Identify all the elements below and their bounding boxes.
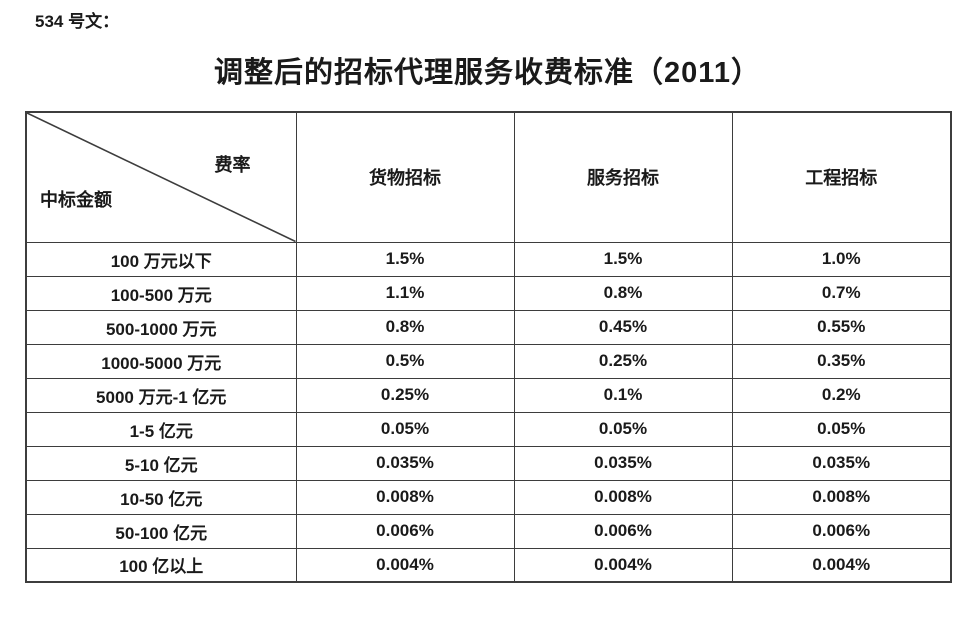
amount-range-cell: 1000-5000 万元: [25, 343, 297, 379]
table-row: 10-50 亿元 0.008% 0.008% 0.008%: [25, 479, 952, 515]
column-header-engineering-bidding: 工程招标: [731, 111, 952, 243]
rate-cell-engineering: 0.05%: [731, 411, 952, 447]
rate-cell-goods: 0.05%: [295, 411, 515, 447]
amount-range-cell: 100 万元以下: [25, 241, 297, 277]
corner-label-bid-amount: 中标金额: [40, 189, 112, 210]
rate-cell-services: 0.45%: [513, 309, 733, 345]
rate-cell-goods: 0.25%: [295, 377, 515, 413]
rate-cell-engineering: 1.0%: [731, 241, 952, 277]
corner-header-cell: 费率 中标金额: [25, 111, 297, 243]
rate-cell-engineering: 0.2%: [731, 377, 952, 413]
doc-number-label: 534 号文：: [35, 12, 120, 31]
table-row: 100 亿以上 0.004% 0.004% 0.004%: [25, 547, 952, 583]
rate-cell-goods: 0.5%: [295, 343, 515, 379]
rate-cell-engineering: 0.7%: [731, 275, 952, 311]
rate-cell-engineering: 0.35%: [731, 343, 952, 379]
table-row: 1-5 亿元 0.05% 0.05% 0.05%: [25, 411, 952, 447]
rate-cell-goods: 0.004%: [295, 547, 515, 583]
amount-range-cell: 100 亿以上: [25, 547, 297, 583]
rate-cell-goods: 1.1%: [295, 275, 515, 311]
rate-cell-services: 0.008%: [513, 479, 733, 515]
table-row: 100-500 万元 1.1% 0.8% 0.7%: [25, 275, 952, 311]
amount-range-cell: 1-5 亿元: [25, 411, 297, 447]
amount-range-cell: 50-100 亿元: [25, 513, 297, 549]
corner-label-rate: 费率: [214, 155, 251, 175]
rate-cell-goods: 0.008%: [295, 479, 515, 515]
rate-cell-services: 0.006%: [513, 513, 733, 549]
table-row: 5000 万元-1 亿元 0.25% 0.1% 0.2%: [25, 377, 952, 413]
rate-cell-goods: 0.8%: [295, 309, 515, 345]
table-row: 5-10 亿元 0.035% 0.035% 0.035%: [25, 445, 952, 481]
column-header-goods-bidding: 货物招标: [295, 111, 515, 243]
table-row: 50-100 亿元 0.006% 0.006% 0.006%: [25, 513, 952, 549]
rate-cell-services: 0.05%: [513, 411, 733, 447]
fee-table: 费率 中标金额 货物招标 服务招标 工程招标 100 万元以下 1.5% 1.5…: [25, 111, 952, 583]
table-row: 100 万元以下 1.5% 1.5% 1.0%: [25, 241, 952, 277]
diagonal-divider-line: [27, 113, 296, 242]
rate-cell-services: 0.8%: [513, 275, 733, 311]
rate-cell-services: 0.035%: [513, 445, 733, 481]
table-row: 1000-5000 万元 0.5% 0.25% 0.35%: [25, 343, 952, 379]
amount-range-cell: 100-500 万元: [25, 275, 297, 311]
rate-cell-services: 1.5%: [513, 241, 733, 277]
amount-range-cell: 500-1000 万元: [25, 309, 297, 345]
rate-cell-engineering: 0.006%: [731, 513, 952, 549]
rate-cell-engineering: 0.008%: [731, 479, 952, 515]
amount-range-cell: 10-50 亿元: [25, 479, 297, 515]
rate-cell-services: 0.25%: [513, 343, 733, 379]
rate-cell-services: 0.1%: [513, 377, 733, 413]
rate-cell-engineering: 0.55%: [731, 309, 952, 345]
rate-cell-goods: 0.006%: [295, 513, 515, 549]
amount-range-cell: 5000 万元-1 亿元: [25, 377, 297, 413]
rate-cell-goods: 0.035%: [295, 445, 515, 481]
rate-cell-engineering: 0.035%: [731, 445, 952, 481]
column-header-service-bidding: 服务招标: [513, 111, 733, 243]
page-title: 调整后的招标代理服务收费标准（2011）: [214, 57, 761, 89]
amount-range-cell: 5-10 亿元: [25, 445, 297, 481]
header-row: 费率 中标金额 货物招标 服务招标 工程招标: [25, 111, 952, 243]
rate-cell-services: 0.004%: [513, 547, 733, 583]
fee-table-body: 100 万元以下 1.5% 1.5% 1.0% 100-500 万元 1.1% …: [25, 241, 952, 583]
table-row: 500-1000 万元 0.8% 0.45% 0.55%: [25, 309, 952, 345]
rate-cell-goods: 1.5%: [295, 241, 515, 277]
rate-cell-engineering: 0.004%: [731, 547, 952, 583]
